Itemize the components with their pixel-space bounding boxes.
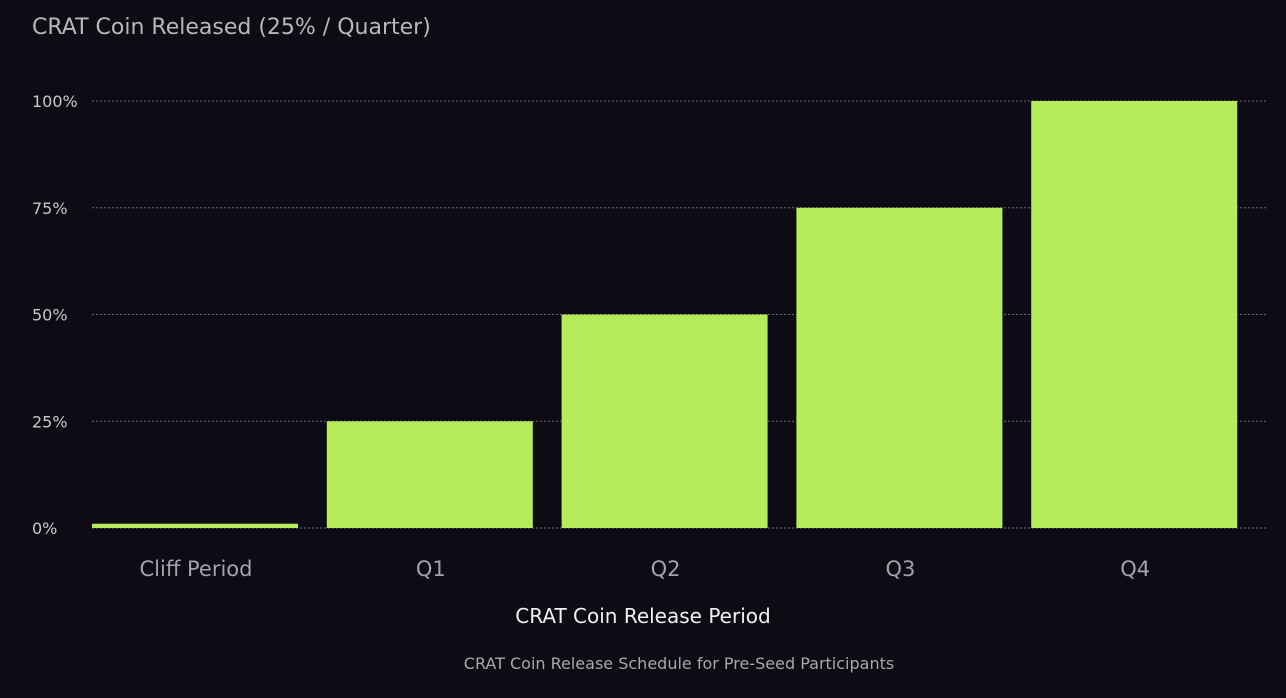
chart-title: CRAT Coin Released (25% / Quarter) [32,15,431,40]
bar [326,421,533,528]
bar [561,314,768,528]
bar [1031,101,1238,528]
x-axis-title: CRAT Coin Release Period [515,604,771,628]
chart-caption: CRAT Coin Release Schedule for Pre-Seed … [463,654,895,673]
x-tick-label: Q4 [1120,557,1150,581]
y-tick-label: 25% [32,412,68,431]
x-tick-label: Q2 [651,557,681,581]
y-tick-label: 50% [32,306,68,325]
y-tick-label: 0% [32,519,57,538]
x-tick-label: Q3 [885,557,915,581]
y-tick-label: 100% [32,92,78,111]
x-tick-label: Q1 [416,557,446,581]
bar [92,523,298,528]
bar [796,207,1003,528]
x-tick-label: Cliff Period [140,557,253,581]
y-tick-label: 75% [32,199,68,218]
